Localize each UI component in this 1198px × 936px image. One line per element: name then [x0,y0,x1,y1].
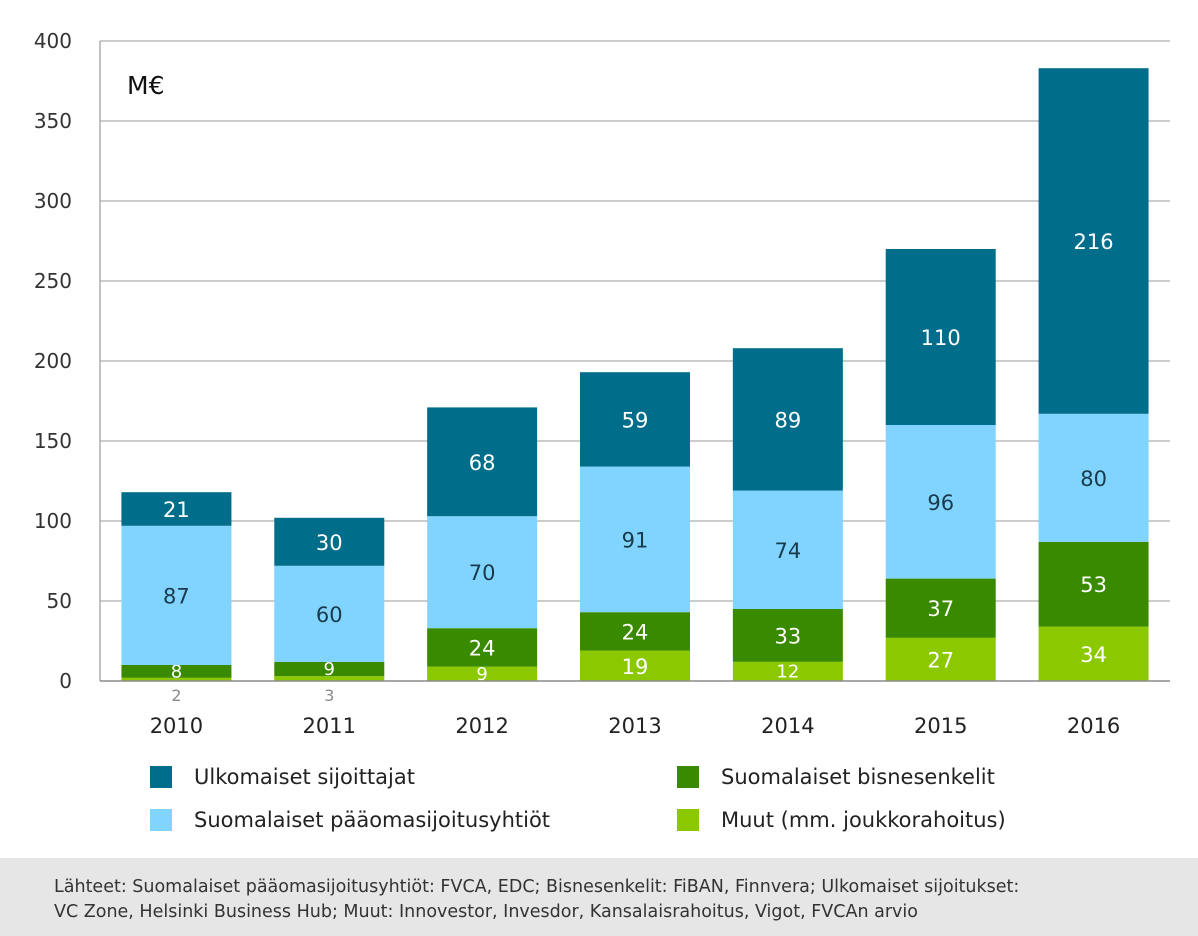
x-tick-label-2011: 2011 [303,714,356,738]
bar-label-2013-series-3: 59 [622,408,649,432]
bar-label-2010-series-0: 2 [171,686,181,705]
bar-label-2010-series-2: 87 [163,584,190,608]
x-tick-label-2016: 2016 [1067,714,1120,738]
bar-label-2011-series-1: 9 [324,659,335,680]
source-line-2: VC Zone, Helsinki Business Hub; Muut: In… [54,902,918,922]
bar-label-2016-series-1: 53 [1080,573,1107,597]
y-tick-label-50: 50 [47,589,72,613]
bar-2012-series-0 [427,666,538,681]
x-tick-label-2015: 2015 [914,714,967,738]
bar-2012-series-3 [427,407,538,517]
bar-2010-series-0 [121,677,232,681]
bar-2010-series-2 [121,525,232,665]
x-tick-label-2010: 2010 [150,714,203,738]
legend-label-bisnesenkelit: Suomalaiset bisnesenkelit [721,765,995,789]
bar-2011-series-1 [274,661,385,677]
legend-swatch-muut [677,809,699,831]
legend-item-muut: Muut (mm. joukkorahoitus) [677,808,1006,832]
x-tick-label-2013: 2013 [608,714,661,738]
bar-2013-series-1 [580,612,690,651]
y-tick-label-400: 400 [34,29,72,53]
bar-2010-series-1 [121,665,232,678]
y-tick-label-0: 0 [59,669,72,693]
legend-item-bisnesenkelit: Suomalaiset bisnesenkelit [677,765,995,789]
bar-2011-series-3 [274,517,385,566]
bar-label-2010-series-3: 21 [163,498,190,522]
bar-2013-series-0 [580,650,690,681]
bar-2015-series-1 [885,578,996,638]
source-note: Lähteet: Suomalaiset pääomasijoitusyhtiö… [0,858,1198,936]
bar-2016-series-1 [1038,541,1149,627]
bar-label-2010-series-1: 8 [171,661,182,682]
bar-label-2012-series-2: 70 [469,561,496,585]
bar-label-2015-series-2: 96 [927,491,954,515]
bar-2015-series-3 [885,249,996,425]
bar-label-2013-series-1: 24 [622,620,649,644]
y-tick-label-250: 250 [34,269,72,293]
bar-label-2014-series-3: 89 [774,408,801,432]
legend-label-paaomasijoitus: Suomalaiset pääomasijoitusyhtiöt [194,808,551,832]
bar-2015-series-2 [885,425,996,579]
x-tick-label-2014: 2014 [761,714,814,738]
bar-2014-series-1 [732,609,843,662]
bar-label-2012-series-1: 24 [469,636,496,660]
bar-label-2011-series-2: 60 [316,603,343,627]
bar-label-2014-series-1: 33 [774,624,801,648]
bar-label-2015-series-3: 110 [921,326,961,350]
x-tick-label-2012: 2012 [455,714,508,738]
bar-2010-series-3 [121,492,232,526]
bar-2013-series-3 [580,372,690,467]
bar-label-2014-series-0: 12 [776,661,799,682]
stacked-bar-chart: 0 50 100 150 200 250 300 350 400 M€ 2 8 87 21 2010 3 9 60… [34,29,1170,738]
legend-item-paaomasijoitus: Suomalaiset pääomasijoitusyhtiöt [150,808,550,832]
bar-label-2011-series-0: 3 [324,686,334,705]
bar-label-2012-series-3: 68 [469,451,496,475]
bar-label-2012-series-0: 9 [476,664,487,685]
bar-2012-series-2 [427,516,538,629]
bar-2014-series-0 [732,661,843,681]
bar-label-2015-series-1: 37 [927,597,954,621]
bar-label-2016-series-2: 80 [1080,467,1107,491]
y-tick-label-150: 150 [34,429,72,453]
unit-label: M€ [127,71,164,100]
bar-2011-series-2 [274,565,385,662]
legend-label-muut: Muut (mm. joukkorahoitus) [721,808,1006,832]
bar-2015-series-0 [885,637,996,681]
bar-label-2013-series-2: 91 [622,528,649,552]
y-tick-label-200: 200 [34,349,72,373]
bar-2013-series-2 [580,466,690,613]
legend-swatch-bisnesenkelit [677,766,699,788]
bar-label-2014-series-2: 74 [774,539,801,563]
y-tick-label-100: 100 [34,509,72,533]
bar-2014-series-3 [732,348,843,491]
bar-label-2013-series-0: 19 [622,655,649,679]
bar-label-2016-series-3: 216 [1074,230,1114,254]
bar-2016-series-3 [1038,68,1149,414]
bar-2016-series-2 [1038,413,1149,542]
source-line-1: Lähteet: Suomalaiset pääomasijoitusyhtiö… [54,877,1020,897]
legend-swatch-paaomasijoitus [150,809,172,831]
legend-label-ulkomaiset: Ulkomaiset sijoittajat [194,765,415,789]
bar-2011-series-0 [274,676,385,681]
bar-label-2011-series-3: 30 [316,531,343,555]
bar-2012-series-1 [427,628,538,667]
bar-label-2016-series-0: 34 [1080,643,1107,667]
y-tick-label-300: 300 [34,189,72,213]
bar-label-2015-series-0: 27 [927,648,954,672]
legend-item-ulkomaiset: Ulkomaiset sijoittajat [150,765,415,789]
bar-2014-series-2 [732,490,843,609]
bar-2016-series-0 [1038,626,1149,681]
legend-swatch-ulkomaiset [150,766,172,788]
y-tick-label-350: 350 [34,109,72,133]
